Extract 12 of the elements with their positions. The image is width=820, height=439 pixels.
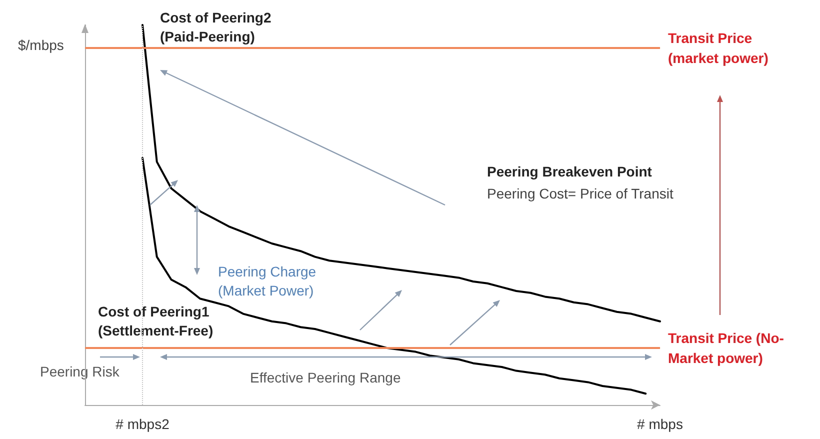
annotation: Cost of Peering1 (Settlement-Free) <box>98 304 214 338</box>
x-tick-label: # mbps <box>637 416 683 432</box>
annotation: Peering Cost= Price of Transit <box>487 186 674 202</box>
annotation: Cost of Peering2 (Paid-Peering) <box>160 10 272 44</box>
x-tick-label: # mbps2 <box>116 416 170 432</box>
ref-line-label: Transit Price (No- Market power) <box>668 330 784 366</box>
ref-line-label: Transit Price (market power) <box>668 30 768 66</box>
annotation: Peering Charge (Market Power) <box>218 264 316 298</box>
y-axis-title: $/mbps <box>18 37 64 53</box>
annotation: Peering Breakeven Point <box>487 164 652 180</box>
annotation: Peering Risk <box>40 364 120 380</box>
annotation: Effective Peering Range <box>250 370 401 386</box>
